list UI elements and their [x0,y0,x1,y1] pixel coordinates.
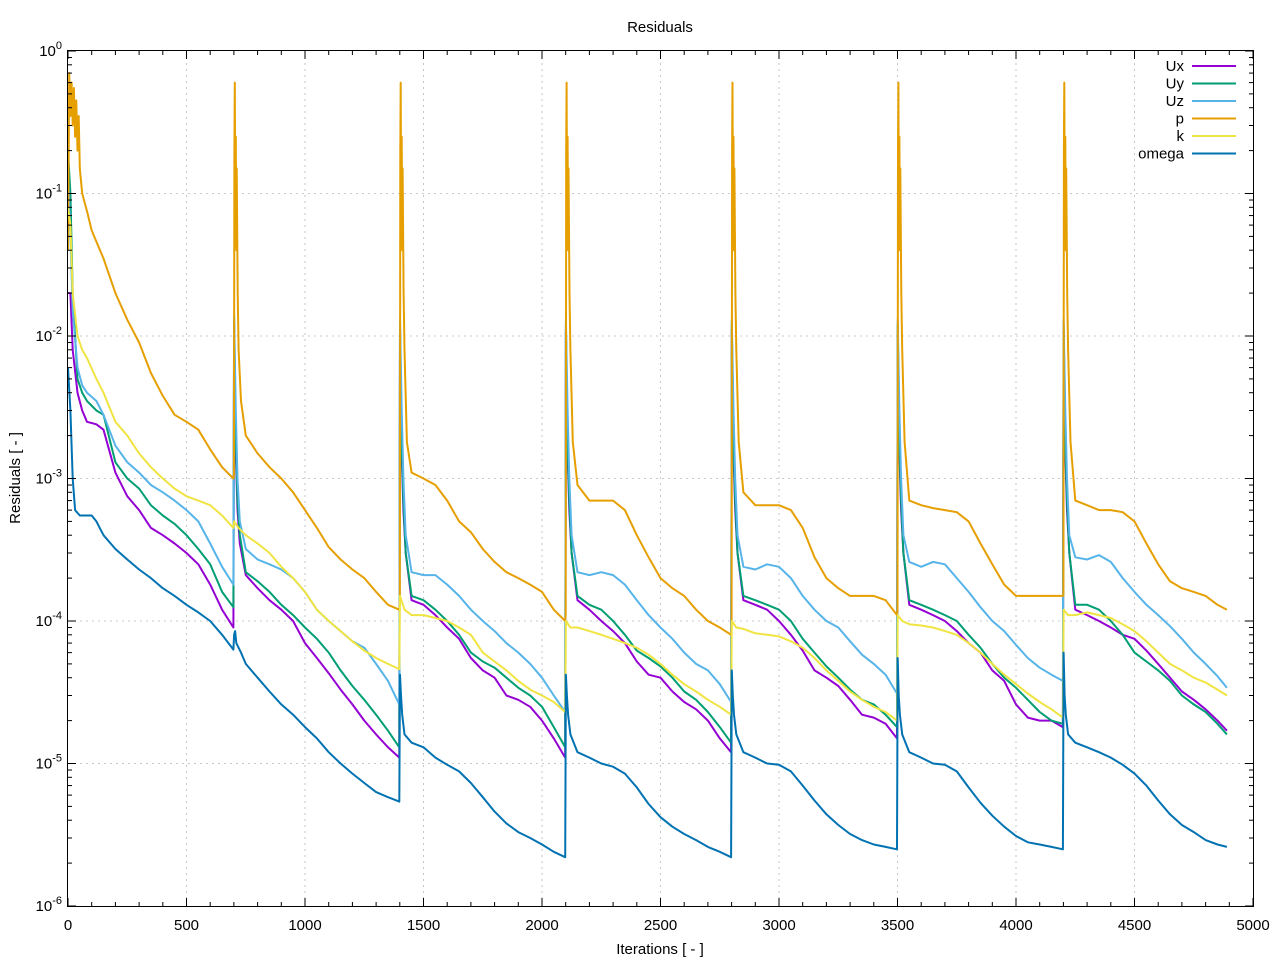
series-line-uy [67,150,1228,749]
y-tick-label: 100 [39,40,62,60]
x-tick-label: 4000 [999,917,1032,934]
y-axis-title: Residuals [ - ] [7,432,24,524]
grid [68,51,1253,906]
x-tick-label: 5000 [1236,917,1269,934]
series-line-k [67,207,1228,722]
y-tick-label: 10-2 [36,325,62,345]
axis-ticks: 0 500 1000 1500 2000 2500 3000 3500 4000 4500 5000… [36,40,1270,934]
y-tick-label: 10-1 [36,183,62,203]
x-tick-label: 1000 [288,917,321,934]
x-axis-title: Iterations [ - ] [616,941,704,958]
x-tick-label: 0 [64,917,72,934]
legend-label: Ux [1166,58,1185,75]
x-tick-label: 2000 [525,917,558,934]
x-tick-label: 4500 [1118,917,1151,934]
series-line-ux [68,292,1228,759]
legend-item-uz: Uz [1166,93,1236,110]
y-tick-label: 10-3 [36,468,62,488]
chart-title: Residuals [627,19,693,36]
legend-item-ux: Ux [1166,58,1236,75]
series-lines [67,72,1228,859]
series-line-omega [67,367,1228,859]
legend-item-k: k [1177,128,1236,145]
legend-item-omega: omega [1138,146,1236,163]
legend-label: Uz [1166,93,1184,110]
legend-label: k [1177,128,1185,145]
y-tick-label: 10-5 [36,753,62,773]
x-tick-label: 1500 [407,917,440,934]
series-line-p [67,72,1228,636]
legend-item-uy: Uy [1166,76,1236,93]
x-tick-label: 2500 [644,917,677,934]
legend-label: Uy [1166,76,1185,93]
y-tick-label: 10-4 [36,610,62,630]
legend-item-p: p [1176,111,1236,128]
series-line-uz [67,168,1228,713]
legend-label: omega [1138,146,1185,163]
x-tick-label: 500 [174,917,199,934]
y-tick-label: 10-6 [36,895,62,915]
legend-label: p [1176,111,1184,128]
plot-frame [67,50,1254,907]
x-tick-label: 3000 [762,917,795,934]
x-tick-label: 3500 [881,917,914,934]
